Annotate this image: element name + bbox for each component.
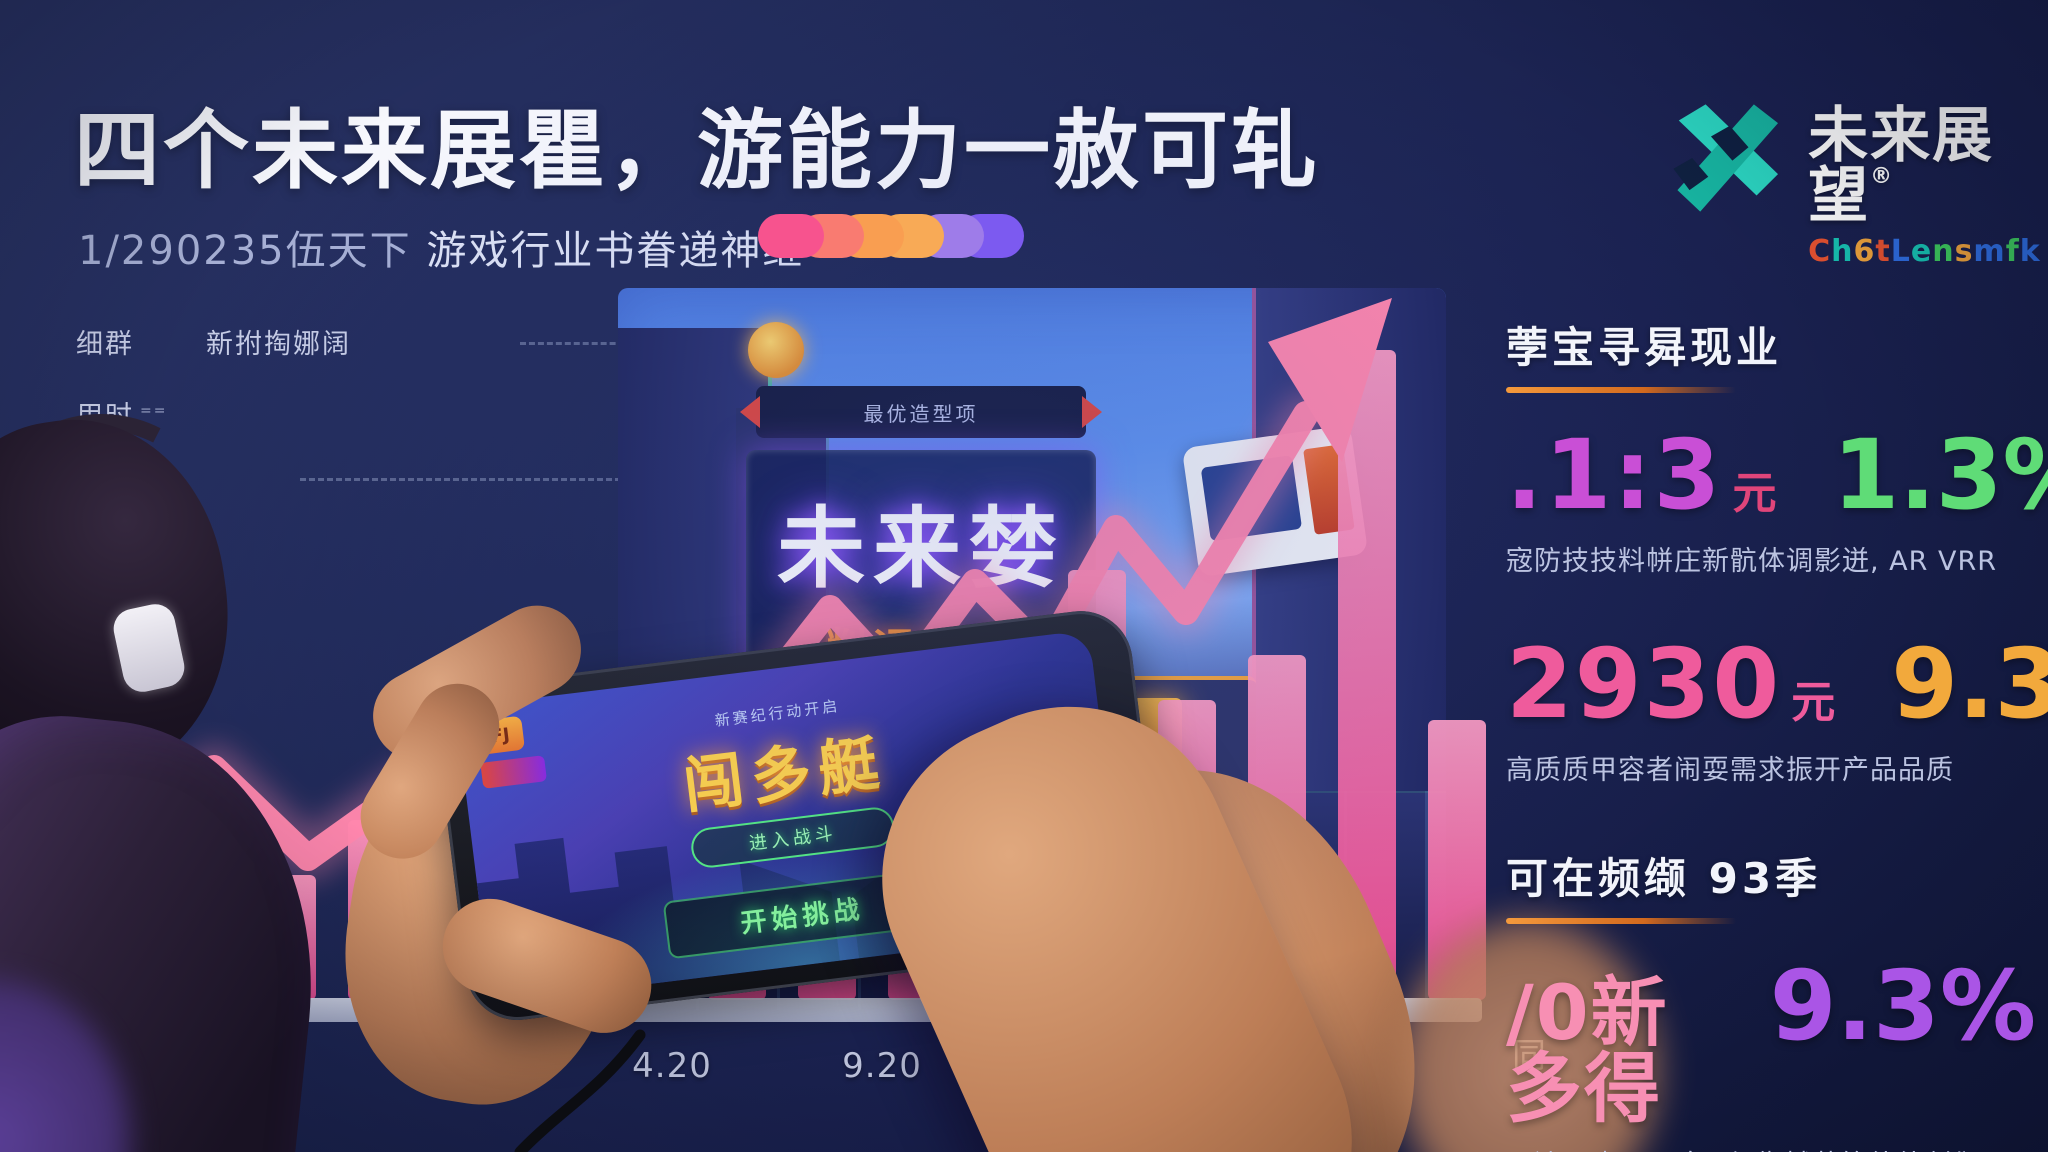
stat2-value: 2930 bbox=[1506, 628, 1782, 740]
stat2-percent: 9.3% bbox=[1891, 628, 2048, 740]
stat1-description: 宼防技技料帡庄新骯体调影迸, AR VRR bbox=[1506, 546, 1997, 577]
page-subtitle: 1/290235伍天下 游戏行业书眷递神继 bbox=[78, 228, 805, 274]
stat2-unit: 元 bbox=[1791, 677, 1836, 728]
screen-logo-badge-2 bbox=[480, 755, 548, 789]
heading-underline-2 bbox=[1506, 918, 1736, 924]
chart-row1-label: 细群 bbox=[76, 329, 134, 360]
tagline-letter: k bbox=[2019, 234, 2041, 269]
stat3-value: /0新多得 bbox=[1506, 968, 1669, 1133]
tagline-letter: 6 bbox=[1853, 234, 1876, 269]
stat3-description: 同迷用班000魂月经街械莫策待待创们 bbox=[1506, 1143, 2036, 1152]
stat-row-3: /0新多得 9.3% bbox=[1506, 958, 2036, 1127]
stats-heading-1: 荸宝寻曻现业 bbox=[1506, 323, 1783, 372]
brand-tagline: Ch6tLensmfk bbox=[1808, 234, 2048, 269]
ribbon-segment bbox=[758, 214, 824, 258]
row2-superscript: == bbox=[140, 403, 168, 419]
billboard-header-sign: 最优造型项 bbox=[740, 386, 1102, 438]
tagline-letter: s bbox=[1954, 234, 1974, 269]
stat2-description: 高质质甲容者闹耍需求振开产品品质 bbox=[1506, 755, 1954, 786]
kiosk-ad-panel bbox=[1303, 444, 1355, 535]
registered-mark: ® bbox=[1870, 164, 1895, 189]
brand-logo: 未来展望® Ch6tLensmfk bbox=[1660, 88, 2048, 269]
tagline-letter: e bbox=[1910, 234, 1933, 269]
tagline-letter: L bbox=[1890, 234, 1911, 269]
heading-underline bbox=[1506, 387, 1736, 393]
stat1-percent: 1.3% bbox=[1832, 419, 2048, 531]
stats-heading-2: 可在频缬 93季 bbox=[1506, 854, 1822, 903]
stat3-percent: 9.3% bbox=[1769, 950, 2036, 1062]
player-silhouette bbox=[0, 379, 430, 1152]
tagline-letter: t bbox=[1875, 234, 1891, 269]
stat-row-2: 2930 元 9.3% bbox=[1506, 628, 2048, 740]
tagline-letter: h bbox=[1831, 234, 1854, 269]
red-triangle-left bbox=[740, 396, 760, 428]
stat1-unit: 元 bbox=[1732, 468, 1777, 519]
page-title: 四个未来展瞿，游能力一赦可轧 bbox=[74, 101, 1320, 201]
kiosk-screen bbox=[1200, 455, 1303, 542]
brand-name: 未来展望® bbox=[1808, 101, 1995, 231]
subtitle-highlight: 游戏行业书眷递神继 bbox=[426, 228, 805, 274]
logo-mark-icon bbox=[1673, 104, 1779, 212]
red-triangle-right bbox=[1082, 396, 1102, 428]
tagline-letter: C bbox=[1808, 234, 1832, 269]
stat-row-1: .1:3 元 1.3% bbox=[1506, 419, 2048, 531]
white-kiosk bbox=[1181, 424, 1369, 578]
tagline-letter: f bbox=[2005, 234, 2020, 269]
tagline-letter: n bbox=[1932, 234, 1955, 269]
chart-row1-label2: 新拊掏娜阔 bbox=[206, 329, 351, 360]
x-axis-label: 9.20 bbox=[842, 1046, 922, 1086]
tagline-letter: m bbox=[1973, 234, 2006, 269]
stat1-value: .1:3 bbox=[1506, 419, 1723, 531]
gold-crest-icon bbox=[748, 322, 804, 378]
stats-panel: 荸宝寻曻现业 .1:3 元 1.3% 宼防技技料帡庄新骯体调影迸, AR VRR… bbox=[1506, 314, 2048, 1152]
gradient-ribbon bbox=[758, 214, 1024, 258]
